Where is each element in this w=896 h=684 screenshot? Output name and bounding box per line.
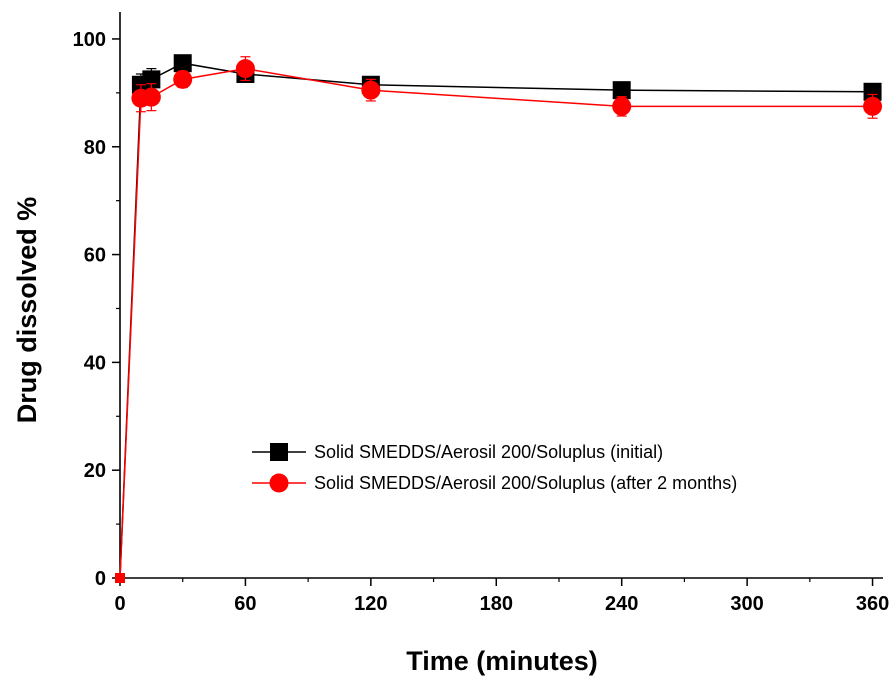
x-tick-label: 180 (480, 593, 513, 615)
x-tick-label: 120 (354, 593, 387, 615)
x-axis-title: Time (minutes) (406, 646, 598, 676)
legend: Solid SMEDDS/Aerosil 200/Soluplus (initi… (252, 442, 737, 493)
x-tick-label: 300 (730, 593, 763, 615)
data-point (863, 96, 883, 116)
data-point (235, 59, 255, 79)
data-point (141, 87, 161, 107)
data-point (361, 80, 381, 100)
y-tick-label: 40 (84, 352, 106, 374)
y-tick-label: 100 (73, 29, 106, 51)
legend-label-after: Solid SMEDDS/Aerosil 200/Soluplus (after… (314, 473, 737, 493)
y-tick-label: 60 (84, 245, 106, 267)
data-point (612, 96, 632, 116)
legend-marker-square (270, 443, 288, 461)
ticks: 0 60 120 180 240 300 360 0 20 40 60 80 100 (73, 29, 890, 615)
series-after-2-months (115, 56, 883, 583)
data-point (173, 54, 192, 73)
series-initial (115, 54, 882, 583)
y-tick-label: 0 (95, 568, 106, 590)
data-point (115, 573, 125, 583)
series-layer (115, 54, 883, 583)
y-tick-label: 80 (84, 137, 106, 159)
data-point (863, 82, 882, 101)
y-axis-title: Drug dissolved % (12, 197, 42, 424)
axes (119, 12, 883, 579)
y-tick-label: 20 (84, 460, 106, 482)
x-tick-label: 0 (114, 593, 125, 615)
x-tick-label: 360 (856, 593, 889, 615)
data-point (612, 81, 631, 100)
series-line (119, 67, 873, 579)
x-tick-label: 240 (605, 593, 638, 615)
legend-marker-circle (269, 473, 289, 493)
x-tick-label: 60 (234, 593, 256, 615)
legend-label-initial: Solid SMEDDS/Aerosil 200/Soluplus (initi… (314, 442, 663, 462)
series-line (119, 62, 873, 579)
data-point (173, 69, 193, 89)
